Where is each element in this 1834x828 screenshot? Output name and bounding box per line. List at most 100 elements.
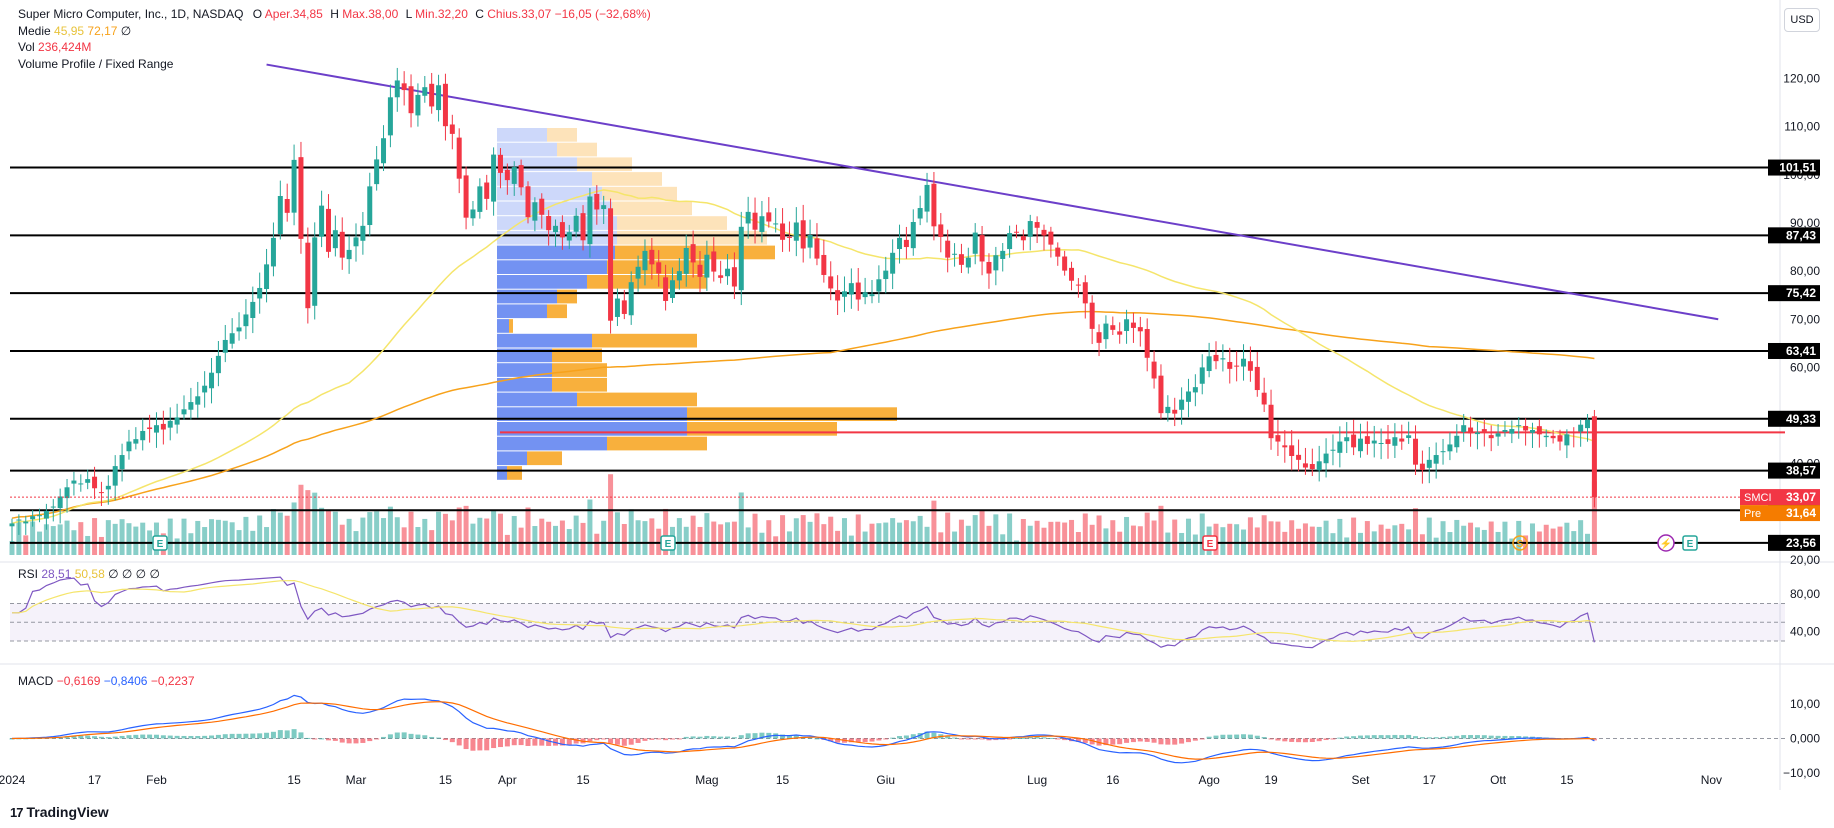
- open-value: Aper.34,85: [264, 7, 323, 21]
- macd-hist-bar: [229, 733, 235, 739]
- volume-bar: [1185, 518, 1191, 555]
- macd-hist-bar: [587, 738, 593, 742]
- volume-bar: [133, 526, 139, 555]
- candle-body: [773, 223, 779, 225]
- rsi-ma-value: 50,58: [74, 567, 105, 581]
- volume-bar: [312, 492, 318, 555]
- candle-body: [436, 85, 442, 111]
- currency-button[interactable]: USD: [1784, 8, 1820, 32]
- candle-body: [1330, 449, 1336, 451]
- volume-bar: [332, 511, 338, 555]
- candle-body: [1213, 354, 1219, 362]
- price-axis-tick-5: 70,00: [1790, 312, 1820, 326]
- candle-body: [463, 175, 469, 218]
- volume-bar: [1550, 528, 1556, 555]
- candle-body: [23, 521, 29, 524]
- volume-bar: [642, 521, 648, 555]
- candle-body: [126, 441, 132, 452]
- candle-body: [1268, 404, 1274, 439]
- price-tag-box: [1740, 489, 1820, 506]
- candle-body: [649, 249, 655, 265]
- volume-bar: [1344, 537, 1350, 555]
- event-marker[interactable]: E: [152, 535, 168, 551]
- volume-bar: [1089, 524, 1095, 555]
- candle-body: [1523, 425, 1529, 431]
- volume-profile-down-bar: [602, 186, 677, 201]
- candle-body: [1406, 435, 1412, 438]
- candle-body: [1481, 429, 1487, 432]
- volume-bar: [188, 533, 194, 555]
- candle-body: [807, 235, 813, 248]
- time-axis-tick-8: Mag: [695, 773, 718, 787]
- volume-bar: [1440, 521, 1446, 555]
- candle-body: [559, 222, 565, 238]
- macd-hist-bar: [642, 738, 648, 741]
- macd-hist-bar: [422, 735, 428, 739]
- level-label: 38,57: [1786, 464, 1816, 478]
- macd-hist-bar: [621, 738, 627, 746]
- macd-hist-bar: [1213, 735, 1219, 739]
- price-tag-value: 33,07: [1786, 490, 1816, 504]
- volume-bar: [511, 515, 517, 555]
- volume-bar: [876, 523, 882, 555]
- lightning-event-icon[interactable]: ⚡: [1657, 534, 1675, 552]
- macd-hist-bar: [683, 736, 689, 739]
- open-label: O: [252, 7, 263, 21]
- event-label: E: [1687, 539, 1694, 550]
- event-marker[interactable]: E: [660, 535, 676, 551]
- candle-body: [1309, 464, 1315, 469]
- volume-profile-up-bar: [497, 186, 602, 201]
- macd-hist-bar: [277, 730, 283, 739]
- candle-body: [532, 202, 538, 221]
- volume-profile-up-bar: [497, 363, 552, 377]
- macd-hist-bar: [1007, 738, 1013, 740]
- volume-profile-up-bar: [497, 230, 617, 245]
- time-axis-tick-17: Ott: [1490, 773, 1507, 787]
- volume-bar: [119, 519, 125, 555]
- level-label: 49,33: [1786, 412, 1816, 426]
- macd-legend: MACD −0,6169 −0,8406 −0,2237: [18, 673, 195, 689]
- event-marker[interactable]: S: [1512, 535, 1528, 551]
- macd-hist-bar: [463, 738, 469, 750]
- macd-hist-bar: [1034, 736, 1040, 739]
- candle-body: [394, 80, 400, 98]
- event-marker[interactable]: E: [1202, 535, 1218, 551]
- macd-hist-bar: [525, 738, 531, 746]
- candle-body: [656, 262, 662, 274]
- macd-signal-value: −0,2237: [150, 674, 195, 688]
- candle-body: [828, 276, 834, 289]
- volume-bar: [546, 521, 552, 555]
- candle-body: [759, 216, 765, 232]
- volume-bar: [92, 518, 98, 555]
- volume-profile-up-bar: [497, 333, 592, 348]
- volume-bar: [958, 519, 964, 555]
- candle-body: [1247, 361, 1253, 371]
- volume-bar: [587, 499, 593, 555]
- tradingview-logo[interactable]: 17 TradingView: [10, 804, 109, 820]
- volume-profile-down-bar: [547, 304, 567, 319]
- candle-body: [381, 138, 387, 164]
- event-icon: [660, 535, 676, 551]
- high-label: H: [330, 7, 339, 21]
- volume-bar: [580, 522, 586, 555]
- candle-body: [1158, 375, 1164, 414]
- volume-bar: [993, 514, 999, 555]
- candle-body: [1502, 430, 1508, 432]
- time-axis-tick-12: 16: [1106, 773, 1120, 787]
- candle-body: [484, 182, 490, 199]
- candle-body: [1103, 323, 1109, 340]
- volume-bar: [890, 518, 896, 555]
- volume-profile-up-bar: [497, 304, 547, 319]
- volume-bar: [1585, 533, 1591, 555]
- volume-bar: [381, 518, 387, 555]
- candle-body: [270, 237, 276, 267]
- macd-hist-bar: [1179, 738, 1185, 744]
- macd-hist-bar: [174, 735, 180, 739]
- candle-body: [291, 159, 297, 213]
- price-axis-tick-0: 120,00: [1783, 72, 1820, 86]
- volume-bar: [972, 515, 978, 555]
- volume-bar: [594, 533, 600, 555]
- macd-hist-bar: [676, 738, 682, 740]
- event-marker[interactable]: E: [1682, 535, 1698, 551]
